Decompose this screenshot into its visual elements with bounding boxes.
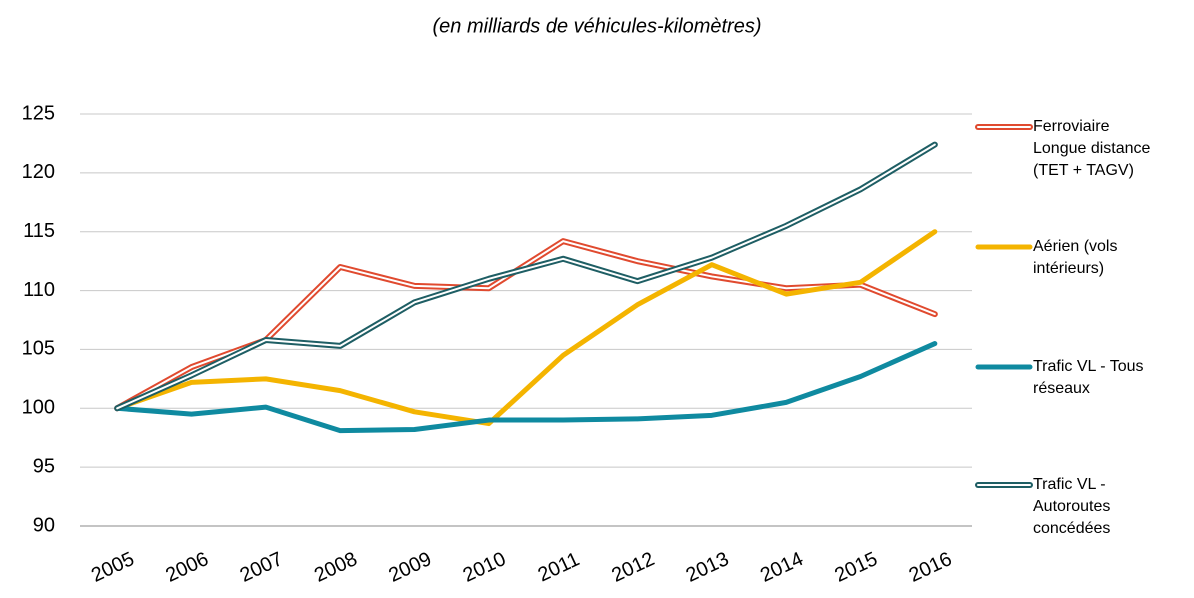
x-tick-label: 2009 <box>385 548 435 587</box>
y-tick-label: 105 <box>22 338 55 360</box>
legend-swatch <box>975 482 1033 488</box>
legend-label: Trafic VL - Autoroutes concédées <box>1033 476 1111 537</box>
series-line <box>114 229 938 427</box>
legend-label: Aérien (vols intérieurs) <box>1033 238 1118 277</box>
legend-swatch <box>975 244 1033 250</box>
x-tick-label: 2015 <box>831 548 881 587</box>
y-tick-label: 95 <box>33 455 55 477</box>
legend-label: Trafic VL - Tous réseaux <box>1033 358 1144 397</box>
series-line-inner <box>116 143 936 410</box>
x-tick-label: 2008 <box>311 548 361 587</box>
y-tick-label: 125 <box>22 102 55 124</box>
x-tick-label: 2011 <box>535 548 583 586</box>
x-tick-label: 2012 <box>608 548 658 587</box>
legend-entry: Trafic VL - Tous réseaux <box>975 356 1158 400</box>
series-line <box>114 141 938 412</box>
y-tick-label: 90 <box>33 514 55 536</box>
x-tick-label: 2005 <box>88 548 138 587</box>
legend-swatch <box>975 364 1033 370</box>
y-tick-label: 115 <box>23 220 55 242</box>
x-tick-label: 2006 <box>162 548 212 587</box>
x-tick-label: 2010 <box>460 548 510 587</box>
x-tick-label: 2016 <box>906 548 956 587</box>
legend-entry: Aérien (vols intérieurs) <box>975 236 1158 280</box>
chart-title: (en milliards de véhicules-kilomètres) <box>433 15 762 37</box>
legend-entry: Trafic VL - Autoroutes concédées <box>975 474 1158 540</box>
x-tick-label: 2007 <box>237 548 287 587</box>
series-line <box>114 341 938 434</box>
x-tick-label: 2014 <box>757 548 807 587</box>
legend-entry: Ferroviaire Longue distance (TET + TAGV) <box>975 116 1158 182</box>
y-tick-label: 110 <box>23 279 55 301</box>
legend-label: Ferroviaire Longue distance (TET + TAGV) <box>1033 118 1151 179</box>
y-tick-label: 100 <box>22 397 55 419</box>
y-tick-label: 120 <box>22 161 55 183</box>
x-tick-label: 2013 <box>683 548 733 587</box>
legend-swatch <box>975 124 1033 130</box>
